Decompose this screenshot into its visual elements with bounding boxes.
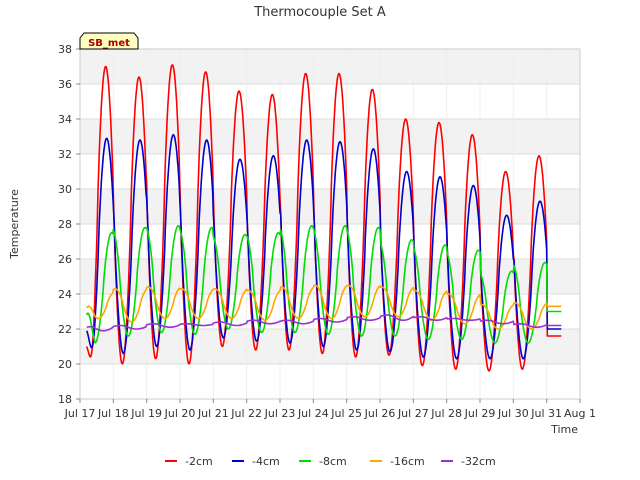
y-axis-label: Temperature	[8, 189, 21, 260]
legend-label: -4cm	[252, 455, 280, 468]
plot-band	[80, 49, 580, 84]
annotation-label: SB_met	[88, 38, 130, 49]
series-lines	[85, 64, 562, 372]
x-tick-label: Jul 20	[164, 407, 196, 420]
x-axis-ticks: Jul 17 Jul 18 Jul 19 Jul 20 Jul 21 Jul 22 Jul …	[64, 399, 596, 420]
x-tick-label: Jul 23	[264, 407, 296, 420]
y-tick-label: 36	[58, 78, 72, 91]
legend-label: -16cm	[390, 455, 425, 468]
y-tick-label: 20	[58, 358, 72, 371]
x-tick-label: Jul 21	[197, 407, 229, 420]
x-tick-label: Jul 25	[330, 407, 362, 420]
x-tick-label: Jul 24	[297, 407, 329, 420]
x-tick-label: Jul 17	[64, 407, 96, 420]
x-tick-label: Jul 27	[397, 407, 429, 420]
y-tick-label: 38	[58, 43, 72, 56]
x-tick-label: Jul 28	[430, 407, 462, 420]
y-tick-label: 18	[58, 393, 72, 406]
legend-label: -32cm	[461, 455, 496, 468]
y-tick-label: 22	[58, 323, 72, 336]
y-tick-label: 24	[58, 288, 72, 301]
annotation-box: SB_met	[79, 32, 139, 50]
x-tick-label: Jul 29	[464, 407, 496, 420]
legend-label: -2cm	[185, 455, 213, 468]
y-tick-label: 34	[58, 113, 72, 126]
x-tick-label: Jul 19	[130, 407, 162, 420]
x-tick-label: Jul 18	[97, 407, 129, 420]
plot-band	[80, 329, 580, 364]
plot-band	[80, 119, 580, 154]
x-tick-label: Jul 31	[530, 407, 562, 420]
legend: -2cm -4cm -8cm -16cm -32cm	[165, 455, 496, 468]
x-tick-label: Jul 30	[497, 407, 529, 420]
x-axis-label: Time	[550, 423, 578, 436]
grid-lines	[79, 48, 581, 400]
y-axis-ticks: 18 20 22 24 26 28 30 32 34 36 38	[58, 43, 80, 406]
legend-label: -8cm	[319, 455, 347, 468]
series-line-minus-4cm	[85, 133, 562, 360]
y-tick-label: 30	[58, 183, 72, 196]
y-tick-label: 28	[58, 218, 72, 231]
y-tick-label: 32	[58, 148, 72, 161]
y-tick-label: 26	[58, 253, 72, 266]
x-tick-label: Jul 26	[364, 407, 396, 420]
x-tick-label: Aug 1	[564, 407, 596, 420]
chart-title: Thermocouple Set A	[253, 5, 386, 20]
series-line-minus-16cm	[86, 284, 562, 330]
series-line-minus-32cm	[86, 314, 562, 332]
x-tick-label: Jul 22	[230, 407, 262, 420]
